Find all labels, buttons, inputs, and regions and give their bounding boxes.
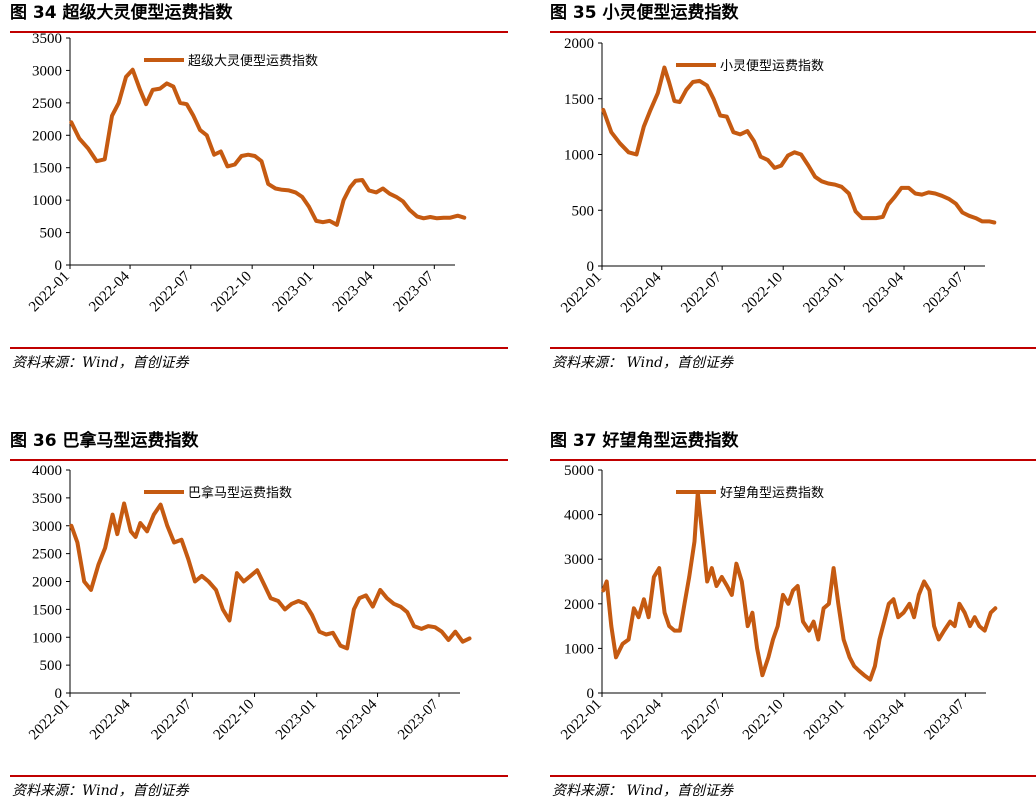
y-tick-label: 0 [55,686,63,702]
top-rule [550,31,1036,33]
x-tick-label: 2022-10 [211,697,258,744]
figure-title: 图 36 巴拿马型运费指数 [10,431,199,451]
y-tick-label: 1000 [32,630,62,646]
y-tick-label: 1000 [564,148,594,164]
series-line [69,67,467,227]
x-tick-label: 2022-07 [678,269,725,316]
bottom-rule [10,347,508,349]
y-tick-label: 3500 [32,31,62,47]
x-tick-label: 2022-10 [739,270,786,317]
figure-title: 图 37 好望角型运费指数 [550,431,739,451]
y-tick-label: 500 [572,203,595,219]
x-tick-label: 2022-10 [208,269,255,316]
chart-panel-panamax: 图 36 巴拿马型运费指数 0 500 1000 1500 2000 2500 3000 35… [10,428,508,808]
series-line [601,65,997,225]
bottom-rule [550,775,1036,777]
y-tick-label: 2500 [32,547,62,563]
y-tick-label: 2000 [564,597,594,613]
series-line [601,490,998,682]
y-tick-label: 2000 [564,36,594,52]
y-tick-label: 0 [587,259,595,275]
x-tick-label: 2022-01 [26,697,73,744]
x-tick-label: 2023-01 [800,270,847,317]
y-tick-label: 3000 [32,63,62,79]
y-tick-label: 500 [40,226,63,242]
x-tick-label: 2023-07 [395,696,442,743]
y-tick-label: 4000 [32,463,62,479]
top-rule [10,459,508,461]
y-tick-label: 2000 [32,575,62,591]
x-tick-label: 2023-07 [921,269,968,316]
chart-panel-handysize: 图 35 小灵便型运费指数 0 500 1000 1500 2000 2022-01 202… [550,0,1036,380]
legend-label: 超级大灵便型运费指数 [188,54,318,69]
x-tick-label: 2023-01 [801,697,848,744]
y-tick-label: 1000 [564,641,594,657]
chart-panel-super-handysize: 图 34 超级大灵便型运费指数 0 500 1000 1500 2000 2500 3000… [10,0,508,380]
legend-label: 好望角型运费指数 [720,485,824,501]
x-tick-label: 2023-07 [390,268,437,315]
figure-title: 图 35 小灵便型运费指数 [550,3,739,23]
line-chart: 0 500 1000 1500 2000 2500 3000 3500 4000 2022-01 2… [26,463,472,744]
y-tick-label: 0 [587,686,595,702]
x-tick-label: 2023-04 [334,696,381,743]
y-tick-label: 1500 [564,92,594,108]
x-tick-label: 2022-07 [148,696,195,743]
source-note: 资料来源：Wind，首创证券 [12,355,189,371]
y-tick-label: 2500 [32,96,62,112]
y-tick-label: 5000 [564,463,594,479]
line-chart: 0 500 1000 1500 2000 2022-01 2022-04 2022-07 202… [558,36,997,317]
y-tick-label: 1500 [32,602,62,618]
y-tick-label: 4000 [564,508,594,524]
x-tick-label: 2022-04 [618,696,665,743]
series-line [69,501,472,651]
x-tick-label: 2023-04 [860,269,907,316]
x-tick-label: 2022-04 [618,269,665,316]
chart-panel-capesize: 图 37 好望角型运费指数 0 1000 2000 3000 4000 5000 2022-… [550,428,1036,808]
line-chart: 0 1000 2000 3000 4000 5000 2022-01 2022-04 2022-… [558,463,998,744]
y-tick-label: 500 [40,658,63,674]
x-tick-label: 2022-01 [558,270,605,317]
x-tick-label: 2022-04 [86,268,133,315]
y-tick-label: 3500 [32,491,62,507]
legend-label: 小灵便型运费指数 [720,59,824,74]
x-tick-label: 2023-01 [270,269,317,316]
line-chart: 0 500 1000 1500 2000 2500 3000 3500 2022-01 2022-… [26,31,467,316]
source-note: 资料来源： Wind，首创证券 [552,355,734,371]
y-tick-label: 2000 [32,128,62,144]
y-tick-label: 3000 [564,552,594,568]
x-tick-label: 2022-01 [26,269,73,316]
x-tick-label: 2023-04 [861,696,908,743]
source-note: 资料来源：Wind，首创证券 [12,783,189,799]
figure-title: 图 34 超级大灵便型运费指数 [10,3,233,23]
y-tick-label: 3000 [32,519,62,535]
x-tick-label: 2023-04 [330,268,377,315]
bottom-rule [550,347,1036,349]
x-tick-label: 2023-07 [922,696,969,743]
x-tick-label: 2023-01 [273,697,320,744]
bottom-rule [10,775,508,777]
source-note: 资料来源： Wind，首创证券 [552,783,734,799]
x-tick-label: 2022-10 [740,697,787,744]
y-tick-label: 1000 [32,193,62,209]
y-tick-label: 0 [55,258,63,274]
y-tick-label: 1500 [32,161,62,177]
top-rule [550,459,1036,461]
top-rule [10,31,508,33]
x-tick-label: 2022-07 [679,696,726,743]
legend-label: 巴拿马型运费指数 [188,485,292,501]
x-tick-label: 2022-07 [147,268,194,315]
x-tick-label: 2022-01 [558,697,605,744]
x-tick-label: 2022-04 [87,696,134,743]
